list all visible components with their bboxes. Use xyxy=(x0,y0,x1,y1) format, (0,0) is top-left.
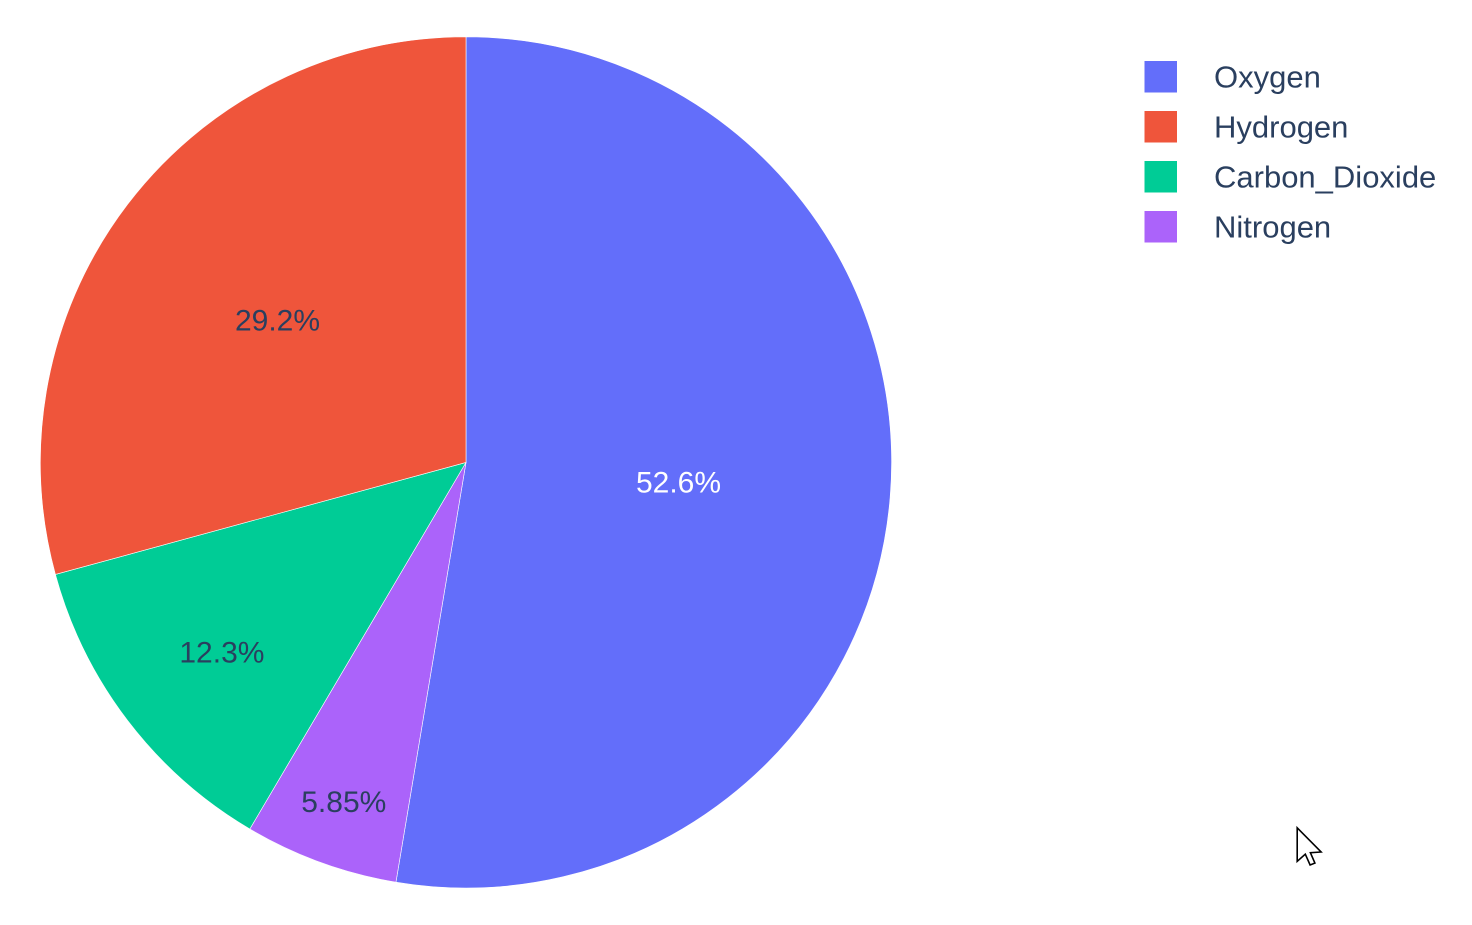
svg-text:12.3%: 12.3% xyxy=(179,637,264,670)
svg-text:5.85%: 5.85% xyxy=(301,786,386,819)
svg-text:Nitrogen: Nitrogen xyxy=(1214,210,1331,245)
svg-text:52.6%: 52.6% xyxy=(636,466,721,499)
svg-text:Carbon_Dioxide: Carbon_Dioxide xyxy=(1214,160,1436,195)
svg-text:29.2%: 29.2% xyxy=(235,304,320,337)
svg-text:Oxygen: Oxygen xyxy=(1214,60,1321,95)
svg-text:Hydrogen: Hydrogen xyxy=(1214,110,1348,145)
